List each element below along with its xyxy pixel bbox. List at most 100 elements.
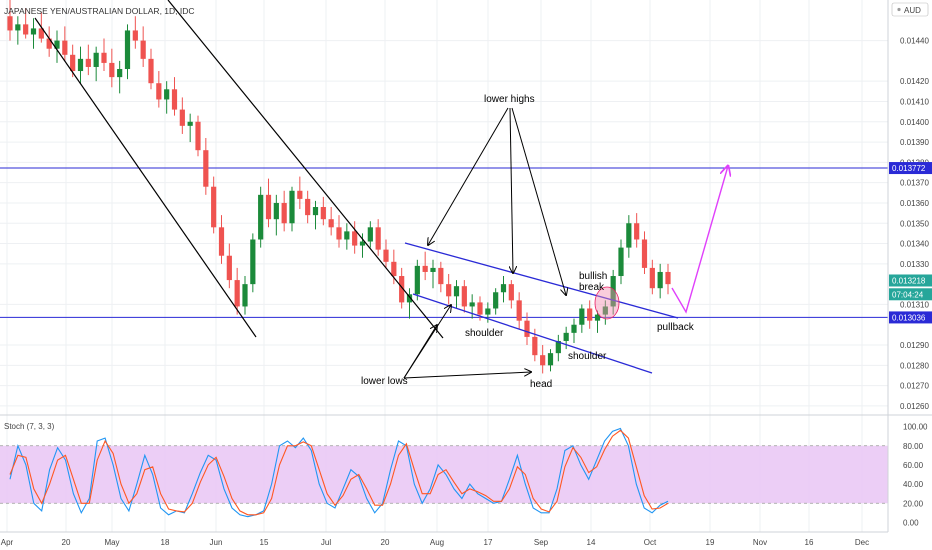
- price-tag-label: 0.013218: [892, 276, 926, 285]
- candle-body: [124, 30, 131, 70]
- candle-body: [422, 265, 428, 272]
- candle-body: [359, 241, 366, 246]
- candle-body: [203, 150, 209, 187]
- candle-body: [211, 186, 217, 228]
- y-tick-label: 0.01280: [900, 361, 929, 370]
- x-tick-label: 16: [805, 538, 814, 547]
- candle-body: [336, 227, 342, 240]
- neckline-lower: [412, 293, 653, 374]
- candle-body: [46, 38, 52, 49]
- candle-body: [641, 239, 648, 268]
- annotation-arrow-0: [428, 107, 509, 245]
- candle-body: [62, 40, 68, 55]
- stoch-y-tick-label: 20.00: [903, 499, 924, 508]
- candle-body: [352, 231, 358, 246]
- candle-body: [179, 109, 185, 126]
- x-tick-label: 18: [161, 538, 170, 547]
- candle-body: [242, 284, 248, 307]
- candle-body: [297, 190, 303, 199]
- x-tick-label: 19: [706, 538, 715, 547]
- stoch-y-tick-label: 0.00: [903, 518, 919, 527]
- currency-badge[interactable]: AUD: [891, 2, 929, 17]
- y-tick-label: 0.01410: [900, 97, 929, 106]
- candle-body: [461, 286, 467, 307]
- candle-body: [70, 54, 76, 72]
- price-tag-label: 07:04:24: [892, 290, 924, 299]
- y-tick-label: 0.01390: [900, 138, 929, 147]
- candle-body: [226, 255, 232, 281]
- candle-body: [38, 28, 44, 39]
- y-tick-label: 0.01420: [900, 77, 929, 86]
- x-tick-label: Aug: [430, 538, 444, 547]
- candle-body: [485, 308, 491, 315]
- candle-body: [281, 202, 287, 224]
- y-tick-label: 0.01350: [900, 219, 929, 228]
- x-tick-label: Oct: [644, 538, 657, 547]
- candle-body: [446, 284, 452, 297]
- x-tick-label: Jul: [321, 538, 331, 547]
- price-tags: 0.013772 0.013218 07:04:24 0.013036: [889, 162, 932, 324]
- candle-body: [406, 294, 413, 303]
- stoch-y-tick-label: 100.00: [903, 423, 928, 432]
- y-tick-label: 0.01270: [900, 382, 929, 391]
- candle-body: [117, 69, 123, 78]
- annotation-bullish: bullish: [579, 271, 607, 282]
- candle-body: [367, 227, 373, 242]
- y-tick-label: 0.01310: [900, 300, 929, 309]
- x-tick-label: Nov: [753, 538, 767, 547]
- horizontal-levels: [0, 167, 888, 318]
- candle-body: [383, 249, 389, 262]
- currency-label: AUD: [904, 6, 921, 15]
- x-tick-label: Apr: [1, 538, 14, 547]
- candle-body: [164, 89, 170, 100]
- candle-body: [218, 227, 225, 256]
- candle-body: [77, 58, 84, 72]
- y-tick-label: 0.01290: [900, 341, 929, 350]
- stoch-band: [0, 445, 888, 504]
- candle-body: [657, 271, 663, 289]
- stoch-line-0: [9, 427, 669, 518]
- price-tag-bg: [889, 288, 932, 301]
- annotation-pullback: pullback: [657, 322, 695, 333]
- candle-body: [563, 332, 569, 341]
- candle-body: [273, 202, 279, 220]
- trendline-drawings: [34, 0, 728, 379]
- candle-body: [500, 284, 507, 293]
- candle-body: [532, 336, 538, 356]
- candle-body: [634, 223, 640, 240]
- candle-body: [265, 194, 272, 220]
- candle-body: [594, 314, 601, 321]
- candle-body: [15, 24, 21, 31]
- x-tick-label: 17: [484, 538, 493, 547]
- y-tick-label: 0.01360: [900, 199, 929, 208]
- candle-body: [187, 121, 193, 126]
- candle-body: [649, 267, 655, 289]
- candle-body: [132, 30, 138, 41]
- price-tag-bg: [889, 274, 932, 287]
- x-tick-label: 20: [381, 538, 390, 547]
- candle-body: [171, 89, 178, 110]
- candle-body: [453, 286, 460, 297]
- candle-body: [375, 227, 381, 250]
- y-tick-label: 0.01400: [900, 118, 929, 127]
- breakout-highlight: [594, 286, 620, 320]
- annotation-arrow-4: [403, 325, 437, 379]
- candle-body: [555, 340, 561, 354]
- descending-channel-lower: [34, 17, 257, 338]
- stoch-y-tick-label: 60.00: [903, 461, 924, 470]
- stoch-title: Stoch (7, 3, 3): [4, 422, 55, 431]
- candle-body: [547, 353, 554, 366]
- y-tick-label: 0.01440: [900, 37, 929, 46]
- y-tick-label: 0.01330: [900, 260, 929, 269]
- candle-body: [250, 239, 256, 285]
- candle-body: [508, 284, 514, 301]
- price-tag-bg: [889, 162, 932, 175]
- candle-body: [618, 247, 624, 277]
- candle-body: [391, 261, 397, 277]
- symbol-title: JAPANESE YEN/AUSTRALIAN DOLLAR, 1D, IDC: [4, 6, 195, 16]
- descending-channel-upper: [167, 0, 444, 339]
- x-tick-label: Dec: [855, 538, 869, 547]
- candle-body: [7, 16, 13, 31]
